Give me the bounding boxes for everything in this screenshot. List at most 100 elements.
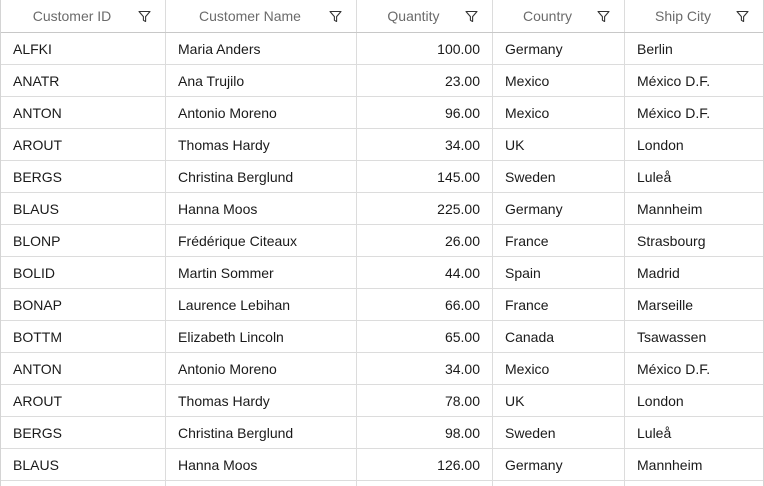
- cell-customer-name[interactable]: Antonio Moreno: [166, 353, 357, 384]
- table-row[interactable]: BOTTM Elizabeth Lincoln 65.00 Canada Tsawass…: [1, 321, 763, 353]
- cell-customer-id[interactable]: ANATR: [1, 65, 166, 96]
- cell-customer-name[interactable]: Thomas Hardy: [166, 129, 357, 160]
- filter-icon[interactable]: [329, 10, 342, 23]
- cell-country[interactable]: Canada: [493, 321, 625, 352]
- cell-customer-id[interactable]: BLONP: [1, 225, 166, 256]
- cell-quantity[interactable]: 98.00: [357, 417, 493, 448]
- cell-quantity[interactable]: [357, 481, 493, 486]
- cell-country[interactable]: Mexico: [493, 97, 625, 128]
- cell-ship-city[interactable]: London: [637, 136, 684, 153]
- cell-quantity[interactable]: 225.00: [357, 193, 493, 224]
- cell-ship-city[interactable]: Marseille: [637, 296, 694, 313]
- cell-ship-city[interactable]: Luleå: [637, 168, 672, 185]
- cell-quantity[interactable]: 78.00: [357, 385, 493, 416]
- cell-quantity[interactable]: 23.00: [357, 65, 493, 96]
- cell-country[interactable]: [493, 481, 625, 486]
- cell-quantity[interactable]: 126.00: [357, 449, 493, 480]
- table-row[interactable]: AROUT Thomas Hardy 34.00 UK London: [1, 129, 763, 161]
- cell-customer-name[interactable]: Thomas Hardy: [166, 385, 357, 416]
- cell-country[interactable]: France: [493, 289, 625, 320]
- filter-icon[interactable]: [597, 10, 610, 23]
- cell-customer-id[interactable]: AROUT: [1, 129, 166, 160]
- cell-customer-id[interactable]: BERGS: [1, 161, 166, 192]
- cell-quantity[interactable]: 26.00: [357, 225, 493, 256]
- filter-icon[interactable]: [138, 10, 151, 23]
- cell-country[interactable]: Germany: [493, 193, 625, 224]
- column-header-customer-name[interactable]: Customer Name: [166, 0, 357, 32]
- cell-customer-id[interactable]: BOTTM: [1, 321, 166, 352]
- cell-quantity[interactable]: 145.00: [357, 161, 493, 192]
- cell-country[interactable]: Mexico: [493, 353, 625, 384]
- cell-country[interactable]: France: [493, 225, 625, 256]
- column-header-ship-city[interactable]: Ship City: [625, 0, 763, 32]
- cell-country[interactable]: Spain: [493, 257, 625, 288]
- column-header-customer-id[interactable]: Customer ID: [1, 0, 166, 32]
- cell-customer-name[interactable]: Antonio Moreno: [166, 97, 357, 128]
- cell-customer-name[interactable]: Maria Anders: [166, 33, 357, 64]
- table-row[interactable]: BERGS Christina Berglund 98.00 Sweden Luleå: [1, 417, 763, 449]
- cell-customer-id[interactable]: ALFKI: [1, 33, 166, 64]
- table-row[interactable]: BLAUS Hanna Moos 225.00 Germany Mannheim: [1, 193, 763, 225]
- cell-customer-id[interactable]: ANTON: [1, 97, 166, 128]
- cell-customer-name[interactable]: Frédérique Citeaux: [166, 225, 357, 256]
- cell-customer-id[interactable]: ANTON: [1, 353, 166, 384]
- cell-customer-id[interactable]: BLAUS: [1, 449, 166, 480]
- table-row[interactable]: BOLID Martin Sommer 44.00 Spain Madrid: [1, 257, 763, 289]
- column-header-country[interactable]: Country: [493, 0, 625, 32]
- table-row[interactable]: BLONP Frédérique Citeaux 26.00 France Strasb…: [1, 225, 763, 257]
- cell-customer-name[interactable]: [166, 481, 357, 486]
- cell-quantity[interactable]: 44.00: [357, 257, 493, 288]
- cell-customer-name[interactable]: Martin Sommer: [166, 257, 357, 288]
- cell-customer-id[interactable]: BOLID: [1, 257, 166, 288]
- cell-ship-city[interactable]: Mannheim: [637, 200, 703, 217]
- cell-customer-id[interactable]: BONAP: [1, 289, 166, 320]
- table-row[interactable]: ALFKI Maria Anders 100.00 Germany Berlin: [1, 33, 763, 65]
- cell-country[interactable]: Germany: [493, 33, 625, 64]
- cell-quantity[interactable]: 34.00: [357, 129, 493, 160]
- cell-ship-city[interactable]: México D.F.: [637, 360, 711, 377]
- cell-ship-city[interactable]: Luleå: [637, 424, 672, 441]
- cell-ship-city[interactable]: Berlin: [637, 40, 673, 57]
- cell-customer-name[interactable]: Elizabeth Lincoln: [166, 321, 357, 352]
- cell-customer-id[interactable]: BLAUS: [1, 193, 166, 224]
- cell-ship-city[interactable]: Mannheim: [637, 456, 703, 473]
- cell-customer-name[interactable]: Christina Berglund: [166, 161, 357, 192]
- cell-ship-city[interactable]: [625, 481, 763, 486]
- cell-quantity[interactable]: 96.00: [357, 97, 493, 128]
- cell-ship-city[interactable]: Tsawassen: [637, 328, 707, 345]
- cell-ship-city[interactable]: México D.F.: [637, 72, 711, 89]
- cell-customer-id[interactable]: AROUT: [1, 385, 166, 416]
- cell-quantity[interactable]: 66.00: [357, 289, 493, 320]
- cell-customer-name[interactable]: Ana Trujilo: [166, 65, 357, 96]
- filter-icon[interactable]: [465, 10, 478, 23]
- cell-country[interactable]: Germany: [493, 449, 625, 480]
- cell-ship-city[interactable]: Strasbourg: [637, 232, 706, 249]
- cell-customer-name[interactable]: Hanna Moos: [166, 449, 357, 480]
- cell-country[interactable]: Sweden: [493, 161, 625, 192]
- cell-quantity[interactable]: 65.00: [357, 321, 493, 352]
- table-row[interactable]: AROUT Thomas Hardy 78.00 UK London: [1, 385, 763, 417]
- cell-country[interactable]: Mexico: [493, 65, 625, 96]
- table-row[interactable]: ANTON Antonio Moreno 96.00 Mexico México D.F…: [1, 97, 763, 129]
- cell-country[interactable]: Sweden: [493, 417, 625, 448]
- filter-icon[interactable]: [736, 10, 749, 23]
- table-row[interactable]: ANATR Ana Trujilo 23.00 Mexico México D.F.: [1, 65, 763, 97]
- cell-customer-name[interactable]: Hanna Moos: [166, 193, 357, 224]
- column-header-quantity[interactable]: Quantity: [357, 0, 493, 32]
- cell-customer-id[interactable]: [1, 481, 166, 486]
- table-row[interactable]: BONAP Laurence Lebihan 66.00 France Marseill…: [1, 289, 763, 321]
- cell-quantity[interactable]: 34.00: [357, 353, 493, 384]
- table-row[interactable]: BLAUS Hanna Moos 126.00 Germany Mannheim: [1, 449, 763, 481]
- cell-customer-id[interactable]: BERGS: [1, 417, 166, 448]
- cell-customer-name[interactable]: Christina Berglund: [166, 417, 357, 448]
- cell-ship-city[interactable]: Madrid: [637, 264, 680, 281]
- table-row[interactable]: BERGS Christina Berglund 145.00 Sweden Luleå: [1, 161, 763, 193]
- table-row[interactable]: ANTON Antonio Moreno 34.00 Mexico México D.F…: [1, 353, 763, 385]
- cell-quantity[interactable]: 100.00: [357, 33, 493, 64]
- cell-customer-name[interactable]: Laurence Lebihan: [166, 289, 357, 320]
- table-row[interactable]: [1, 481, 763, 486]
- cell-ship-city[interactable]: México D.F.: [637, 104, 711, 121]
- cell-country[interactable]: UK: [493, 385, 625, 416]
- cell-country[interactable]: UK: [493, 129, 625, 160]
- cell-ship-city[interactable]: London: [637, 392, 684, 409]
